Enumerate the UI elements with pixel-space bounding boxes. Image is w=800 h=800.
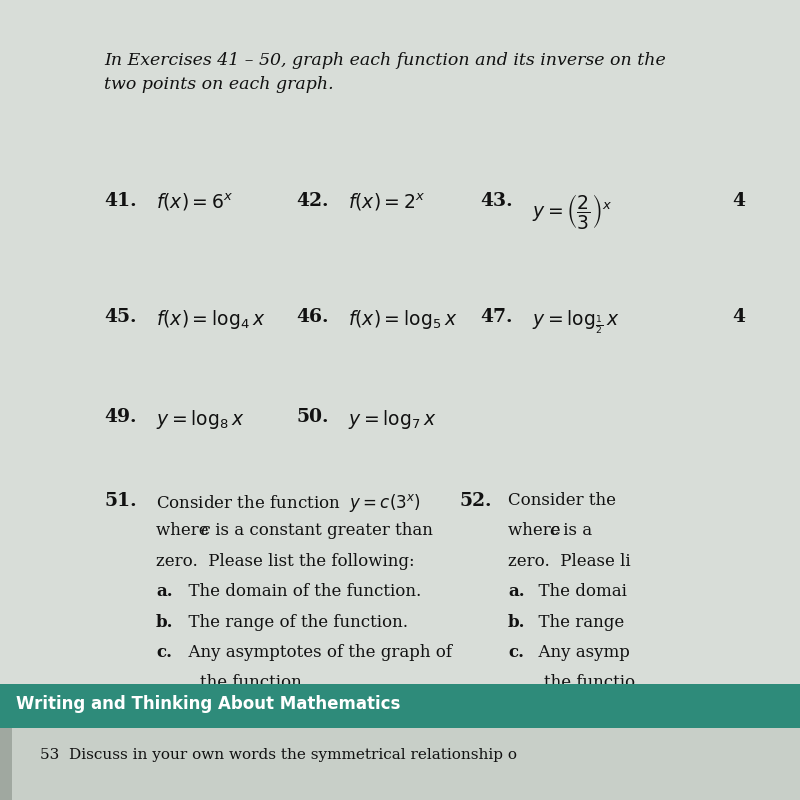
Text: 46.: 46.: [296, 308, 329, 326]
Text: c: c: [212, 705, 222, 722]
Text: is a: is a: [558, 522, 592, 539]
Text: functions.: functions.: [544, 766, 627, 782]
Text: Writing and Thinking About Mathematics: Writing and Thinking About Mathematics: [16, 694, 400, 713]
Text: 4: 4: [732, 192, 745, 210]
Text: 51.: 51.: [104, 492, 137, 510]
Text: 42.: 42.: [296, 192, 329, 210]
Text: 45.: 45.: [104, 308, 137, 326]
Text: Give: Give: [528, 705, 582, 722]
Text: c: c: [550, 522, 559, 539]
Text: the functio: the functio: [544, 674, 635, 691]
Text: $f(x)=\log_5 x$: $f(x)=\log_5 x$: [348, 308, 458, 331]
Text: 47.: 47.: [480, 308, 513, 326]
Text: In Exercises 41 – 50, graph each function and its inverse on the: In Exercises 41 – 50, graph each functio…: [104, 52, 671, 69]
Text: 49.: 49.: [104, 408, 137, 426]
Text: a.: a.: [156, 583, 173, 600]
Text: c.: c.: [156, 644, 172, 661]
Text: and sketch the graphs of both: and sketch the graphs of both: [200, 735, 452, 752]
Text: The domain of the function.: The domain of the function.: [178, 583, 422, 600]
Text: 43.: 43.: [480, 192, 513, 210]
Text: $y=\log_7 x$: $y=\log_7 x$: [348, 408, 437, 431]
Text: c.: c.: [508, 644, 524, 661]
Text: $f(x)=6^x$: $f(x)=6^x$: [156, 192, 234, 214]
Text: d.: d.: [508, 705, 526, 722]
Text: t: t: [566, 705, 578, 722]
Text: $y=\log_8 x$: $y=\log_8 x$: [156, 408, 245, 431]
Text: zero.  Please li: zero. Please li: [508, 553, 630, 570]
Text: Consider the: Consider the: [508, 492, 616, 509]
Text: 4: 4: [732, 308, 745, 326]
Text: d.: d.: [156, 705, 174, 722]
Text: 50.: 50.: [296, 408, 329, 426]
Text: two points on each graph.: two points on each graph.: [104, 76, 334, 93]
Text: is a constant greater than: is a constant greater than: [210, 522, 434, 539]
Text: $y=\log_{\frac{1}{2}} x$: $y=\log_{\frac{1}{2}} x$: [532, 308, 620, 335]
Text: b.: b.: [156, 614, 174, 630]
Text: The range: The range: [528, 614, 624, 630]
Text: Any asymp: Any asymp: [528, 644, 630, 661]
FancyBboxPatch shape: [0, 728, 800, 800]
Text: where: where: [156, 522, 214, 539]
Text: zero.  Please list the following:: zero. Please list the following:: [156, 553, 414, 570]
Text: b.: b.: [508, 614, 526, 630]
Text: c: c: [200, 522, 210, 539]
Text: and sketch: and sketch: [544, 735, 635, 752]
Text: the function.: the function.: [200, 674, 307, 691]
Text: Consider the function  $y=c\left(3^x\right)$: Consider the function $y=c\left(3^x\righ…: [156, 492, 421, 514]
Text: $f(x)=\log_4 x$: $f(x)=\log_4 x$: [156, 308, 266, 331]
Text: c: c: [558, 705, 568, 722]
Text: functions.: functions.: [200, 766, 283, 782]
Text: The range of the function.: The range of the function.: [178, 614, 408, 630]
Text: 53  Discuss in your own words the symmetrical relationship o: 53 Discuss in your own words the symmetr…: [40, 748, 517, 762]
Text: 52.: 52.: [460, 492, 493, 510]
Text: where: where: [508, 522, 566, 539]
Text: $f(x)=2^x$: $f(x)=2^x$: [348, 192, 426, 214]
FancyBboxPatch shape: [0, 684, 800, 728]
Text: Any asymptotes of the graph of: Any asymptotes of the graph of: [178, 644, 453, 661]
Text: 41.: 41.: [104, 192, 137, 210]
Text: a.: a.: [508, 583, 525, 600]
Text: $y=\left(\dfrac{2}{3}\right)^x$: $y=\left(\dfrac{2}{3}\right)^x$: [532, 192, 612, 231]
FancyBboxPatch shape: [0, 728, 12, 800]
Text: two different values: two different values: [222, 705, 395, 722]
Text: The domai: The domai: [528, 583, 627, 600]
Text: Give: Give: [178, 705, 232, 722]
